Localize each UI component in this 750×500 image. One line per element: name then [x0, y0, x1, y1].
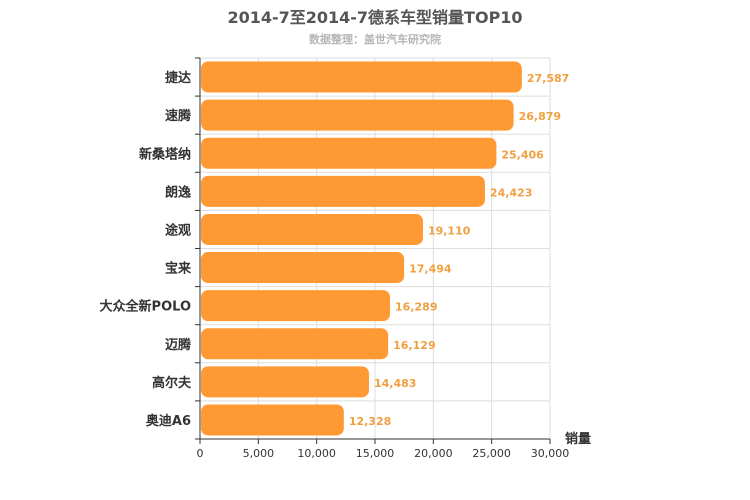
value-label: 16,129 — [393, 339, 435, 352]
category-label: 捷达 — [165, 70, 191, 86]
category-label: 宝来 — [165, 261, 192, 277]
chart-subtitle: 数据整理：盖世汽车研究院 — [309, 33, 441, 46]
category-label: 迈腾 — [165, 337, 192, 353]
value-label: 25,406 — [501, 148, 544, 161]
value-label: 27,587 — [527, 72, 569, 85]
value-label: 26,879 — [519, 110, 561, 123]
value-label: 17,494 — [409, 263, 452, 276]
value-label: 16,289 — [395, 301, 437, 314]
chart-title: 2014-7至2014-7德系车型销量TOP10 — [227, 8, 523, 27]
category-label: 新桑塔纳 — [139, 146, 191, 162]
bar[interactable] — [201, 99, 514, 131]
category-label: 途观 — [165, 222, 191, 238]
value-label: 12,328 — [349, 415, 391, 428]
x-tick-label: 20,000 — [414, 447, 453, 460]
category-label: 速腾 — [165, 108, 192, 124]
value-label: 24,423 — [490, 186, 532, 199]
x-tick-label: 0 — [197, 447, 204, 460]
value-label: 19,110 — [428, 224, 471, 237]
x-tick-label: 30,000 — [531, 447, 570, 460]
bar[interactable] — [201, 328, 389, 360]
bar[interactable] — [201, 290, 391, 322]
x-tick-label: 5,000 — [243, 447, 275, 460]
x-tick-label: 10,000 — [297, 447, 336, 460]
x-axis-title: 销量 — [565, 431, 591, 447]
bar[interactable] — [201, 404, 344, 436]
bar[interactable] — [201, 213, 423, 245]
bar[interactable] — [201, 137, 497, 169]
category-label: 高尔夫 — [152, 375, 192, 391]
bar[interactable] — [201, 252, 405, 284]
category-label: 奥迪A6 — [146, 413, 191, 429]
category-label: 朗逸 — [165, 184, 191, 200]
bar[interactable] — [201, 175, 485, 207]
x-tick-label: 15,000 — [356, 447, 395, 460]
bar[interactable] — [201, 61, 522, 93]
value-label: 14,483 — [374, 377, 416, 390]
x-tick-label: 25,000 — [472, 447, 511, 460]
category-label: 大众全新POLO — [100, 299, 191, 315]
bar[interactable] — [201, 366, 369, 398]
